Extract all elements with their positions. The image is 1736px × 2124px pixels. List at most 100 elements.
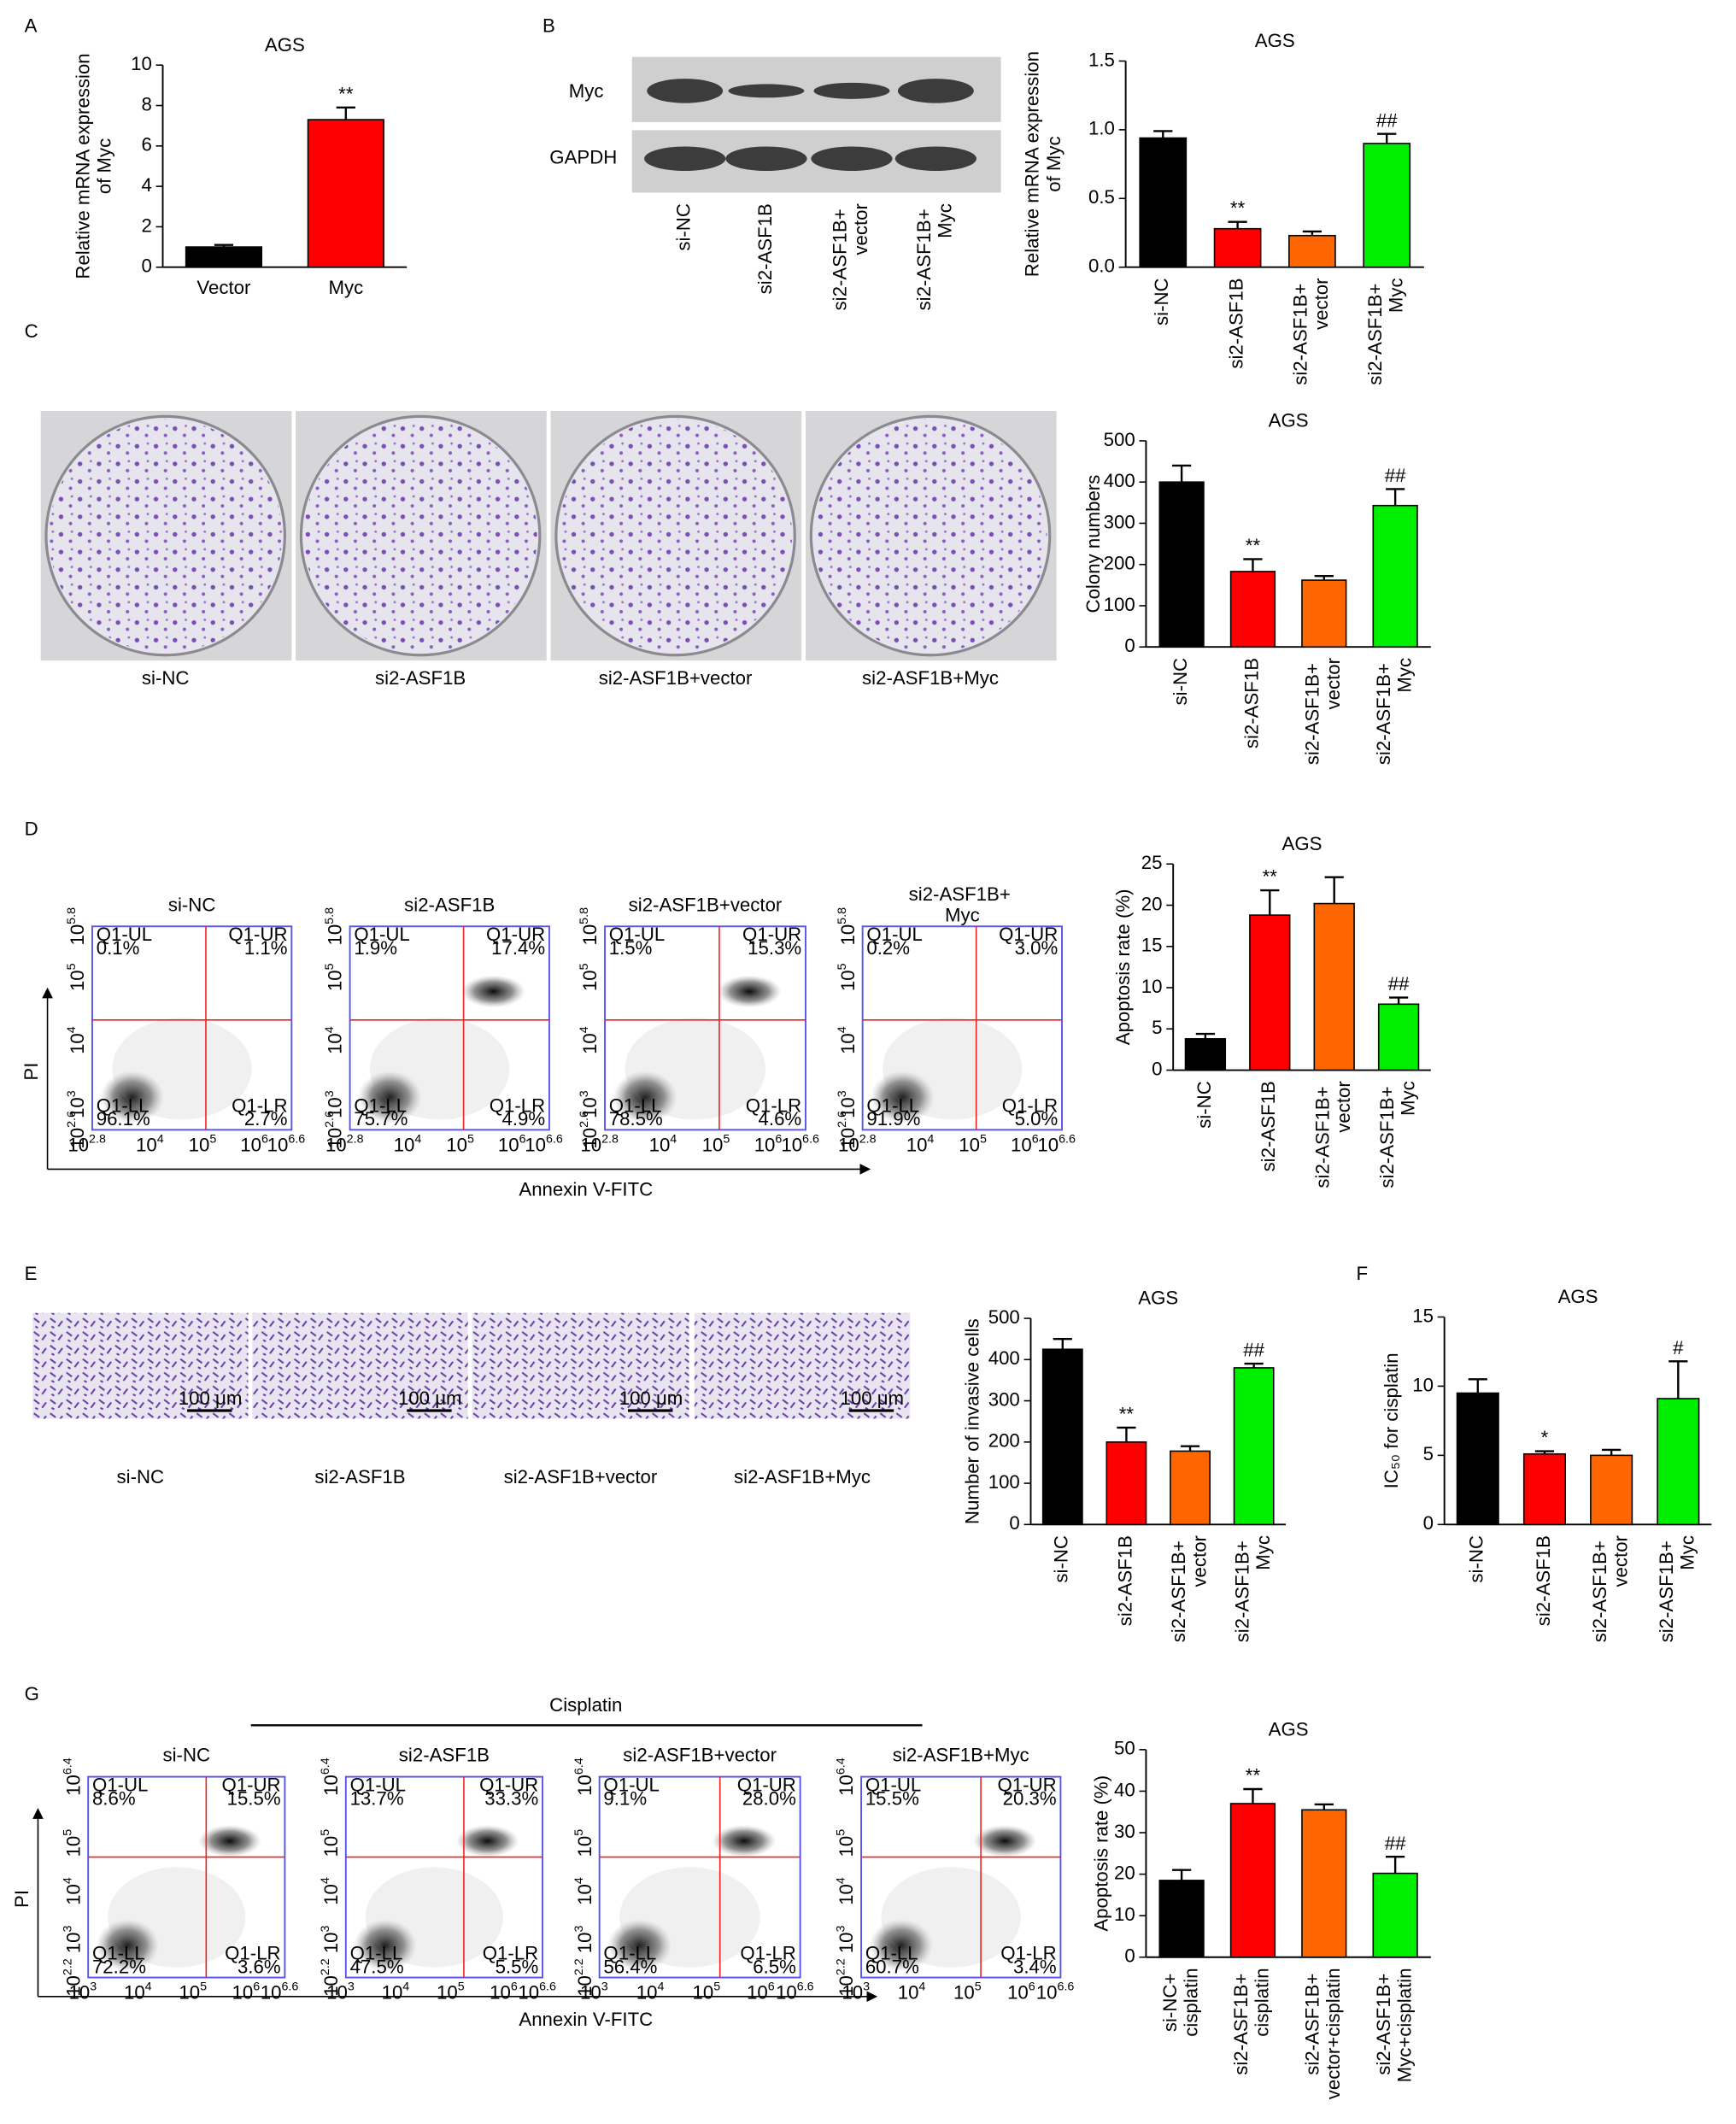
y-axis-label: IC₅₀ for cisplatin bbox=[1381, 1352, 1402, 1488]
panel-letter: C bbox=[25, 320, 38, 342]
bar bbox=[1372, 1872, 1418, 1958]
bar bbox=[307, 119, 384, 268]
tick-exponent: 3 bbox=[578, 1090, 591, 1097]
quadrant-name: Q1-LR bbox=[225, 1942, 280, 1963]
tick-base: 10 bbox=[267, 1134, 289, 1155]
axis-tick-label: 103 bbox=[69, 1980, 97, 2003]
axis-tick-label: 104 bbox=[636, 1980, 665, 2003]
tick-base: 10 bbox=[837, 1128, 859, 1149]
axis-tick-label: 106.4 bbox=[319, 1757, 342, 1796]
tick-base: 10 bbox=[179, 1981, 200, 2003]
axis-tick-label: 105 bbox=[959, 1132, 987, 1155]
axis-tick-label: 104 bbox=[649, 1132, 677, 1155]
axis-tick-label: 105.8 bbox=[578, 907, 601, 946]
error-bar bbox=[1228, 220, 1247, 229]
blot-gap bbox=[631, 121, 1001, 131]
axis-tick-label: 104 bbox=[61, 1877, 84, 1905]
significance: ** bbox=[1246, 535, 1261, 556]
quadrant-name: Q1-UR bbox=[737, 1775, 796, 1796]
axis-tick-label: 106 bbox=[754, 1132, 783, 1155]
quadrant-value: 8.6% bbox=[92, 1787, 136, 1809]
quadrant-value: 4.9% bbox=[502, 1108, 546, 1129]
x-tick-label: si-NC bbox=[1466, 1535, 1487, 1583]
y-tick-label: 15 bbox=[1412, 1305, 1434, 1326]
tick-exponent: 5 bbox=[723, 1132, 730, 1146]
bar bbox=[1522, 1452, 1566, 1526]
significance: ** bbox=[338, 83, 354, 104]
axis-tick-label: 102.8 bbox=[326, 1132, 364, 1155]
tick-exponent: 5 bbox=[572, 1829, 586, 1836]
tick-base: 10 bbox=[320, 1836, 342, 1857]
tick-exponent: 3 bbox=[601, 1980, 608, 1993]
axis-tick-label: 104 bbox=[136, 1132, 164, 1155]
tick-exponent: 5 bbox=[458, 1980, 465, 1993]
x-tick-label: si-NC bbox=[1170, 658, 1191, 706]
y-tick-label: 0 bbox=[141, 255, 151, 277]
quadrant-value: 6.5% bbox=[753, 1956, 796, 1977]
tick-base: 10 bbox=[1007, 1981, 1029, 2003]
quadrant-value: 5.0% bbox=[1015, 1108, 1059, 1129]
image-caption: si2-ASF1B+Myc bbox=[862, 667, 999, 689]
tick-exponent: 3 bbox=[323, 1090, 337, 1097]
tick-base: 10 bbox=[325, 1033, 346, 1054]
bar bbox=[1657, 1398, 1700, 1526]
bar bbox=[1288, 234, 1336, 268]
tick-base: 10 bbox=[67, 1128, 88, 1149]
tick-base: 10 bbox=[437, 1981, 458, 2003]
tick-base: 10 bbox=[67, 924, 88, 946]
bar bbox=[1158, 481, 1205, 648]
axis-tick-label: 105 bbox=[61, 1829, 84, 1857]
plot-title: si-NC bbox=[163, 1745, 211, 1766]
axis-tick-label: 102.2 bbox=[319, 1958, 342, 1997]
quadrant-name: Q1-LR bbox=[1002, 1094, 1058, 1116]
tick-base: 10 bbox=[326, 1981, 348, 2003]
y-tick-label: 20 bbox=[1114, 1862, 1135, 1883]
axis-tick-label: 103 bbox=[836, 1090, 859, 1118]
invasive-cells bbox=[252, 1312, 468, 1419]
tick-exponent: 6.6 bbox=[288, 1132, 305, 1146]
error-bar bbox=[1602, 1448, 1622, 1456]
image-caption: si2-ASF1B+Myc bbox=[734, 1466, 871, 1487]
bar bbox=[1170, 1450, 1211, 1526]
plot-frame bbox=[860, 1775, 1062, 1979]
tick-base: 10 bbox=[326, 1134, 347, 1155]
tick-base: 10 bbox=[518, 1981, 539, 2003]
y-tick-label: 1.5 bbox=[1088, 49, 1115, 70]
tick-exponent: 6.6 bbox=[539, 1980, 556, 1993]
colonies bbox=[559, 419, 793, 653]
y-axis-label: Relative mRNA expression bbox=[72, 53, 93, 279]
axis-tick-label: 106.4 bbox=[834, 1757, 857, 1796]
tick-base: 10 bbox=[320, 1975, 342, 1997]
tick-exponent: 5.8 bbox=[323, 907, 337, 924]
tick-exponent: 4 bbox=[402, 1980, 409, 1993]
y-tick-label: 500 bbox=[1104, 429, 1135, 450]
y-axis-label: Apoptosis rate (%) bbox=[1112, 889, 1134, 1045]
tick-exponent: 2.6 bbox=[323, 1111, 337, 1128]
tick-exponent: 4 bbox=[319, 1877, 332, 1884]
cell-cluster bbox=[198, 1824, 261, 1857]
tick-base: 10 bbox=[579, 1033, 601, 1054]
axis-tick-label: 105 bbox=[437, 1980, 465, 2003]
tick-exponent: 6.6 bbox=[797, 1980, 814, 1993]
y-tick-label: 0.5 bbox=[1088, 186, 1115, 208]
significance: ## bbox=[1388, 973, 1410, 995]
y-tick-label: 10 bbox=[1412, 1374, 1434, 1395]
colonies bbox=[49, 419, 283, 653]
myc-band bbox=[728, 84, 805, 98]
axis-tick-label: 105 bbox=[834, 1829, 857, 1857]
plot-frame bbox=[349, 925, 550, 1131]
tick-base: 10 bbox=[62, 1884, 84, 1905]
tick-exponent: 2.2 bbox=[572, 1958, 586, 1975]
plot-frame bbox=[87, 1775, 286, 1979]
tick-exponent: 5 bbox=[980, 1132, 987, 1146]
tick-exponent: 2.2 bbox=[834, 1958, 847, 1975]
tick-base: 10 bbox=[325, 1097, 346, 1118]
error-bar bbox=[1260, 889, 1280, 916]
axis-tick-label: 104 bbox=[572, 1877, 595, 1905]
quadrant-value: 15.5% bbox=[227, 1787, 281, 1809]
tick-base: 10 bbox=[446, 1134, 467, 1155]
axis-tick-label: 105.8 bbox=[65, 907, 88, 946]
significance: ** bbox=[1246, 1765, 1261, 1787]
axis-tick-label: 106.6 bbox=[261, 1980, 299, 2003]
